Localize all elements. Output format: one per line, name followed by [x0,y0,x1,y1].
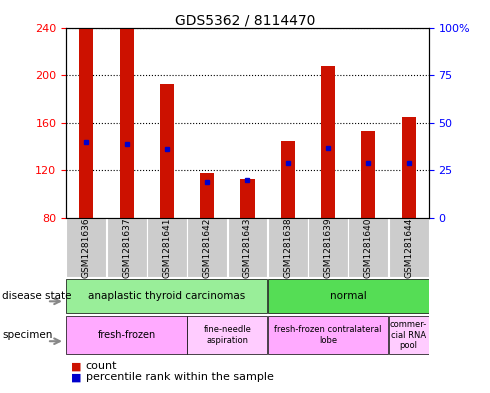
Text: GSM1281638: GSM1281638 [283,217,292,278]
Text: ■: ■ [71,372,81,382]
Bar [268,316,388,354]
Text: GSM1281639: GSM1281639 [323,217,333,278]
Bar [160,83,174,218]
Text: GSM1281636: GSM1281636 [82,217,91,278]
Bar [66,218,106,277]
Text: ■: ■ [71,361,81,371]
Bar [187,218,227,277]
Text: GSM1281640: GSM1281640 [364,217,373,278]
Text: percentile rank within the sample: percentile rank within the sample [86,372,273,382]
Text: normal: normal [330,291,367,301]
Text: GSM1281642: GSM1281642 [203,217,212,278]
Text: GSM1281643: GSM1281643 [243,217,252,278]
Bar [147,218,187,277]
Text: count: count [86,361,117,371]
Bar [361,131,375,218]
Bar [66,279,268,312]
Text: fresh-frozen: fresh-frozen [98,330,156,340]
Bar [200,173,214,218]
Bar [268,218,308,277]
Bar [227,218,268,277]
Text: fresh-frozen contralateral
lobe: fresh-frozen contralateral lobe [274,325,382,345]
Bar [120,28,134,218]
Text: GSM1281637: GSM1281637 [122,217,131,278]
Bar [107,218,147,277]
Text: anaplastic thyroid carcinomas: anaplastic thyroid carcinomas [88,291,245,301]
Bar [66,316,187,354]
Bar [281,141,295,218]
Bar [348,218,388,277]
Text: GSM1281641: GSM1281641 [162,217,171,278]
Bar [79,29,93,218]
Bar [241,179,254,218]
Bar [402,117,416,218]
Bar [389,218,429,277]
Bar [187,316,268,354]
Text: GDS5362 / 8114470: GDS5362 / 8114470 [175,14,315,28]
Bar [321,66,335,218]
Text: commer-
cial RNA
pool: commer- cial RNA pool [390,320,427,350]
Bar [308,218,348,277]
Text: fine-needle
aspiration: fine-needle aspiration [203,325,251,345]
Bar [389,316,429,354]
Text: GSM1281644: GSM1281644 [404,217,413,278]
Text: specimen: specimen [2,330,53,340]
Bar [268,279,429,312]
Text: disease state: disease state [2,291,72,301]
